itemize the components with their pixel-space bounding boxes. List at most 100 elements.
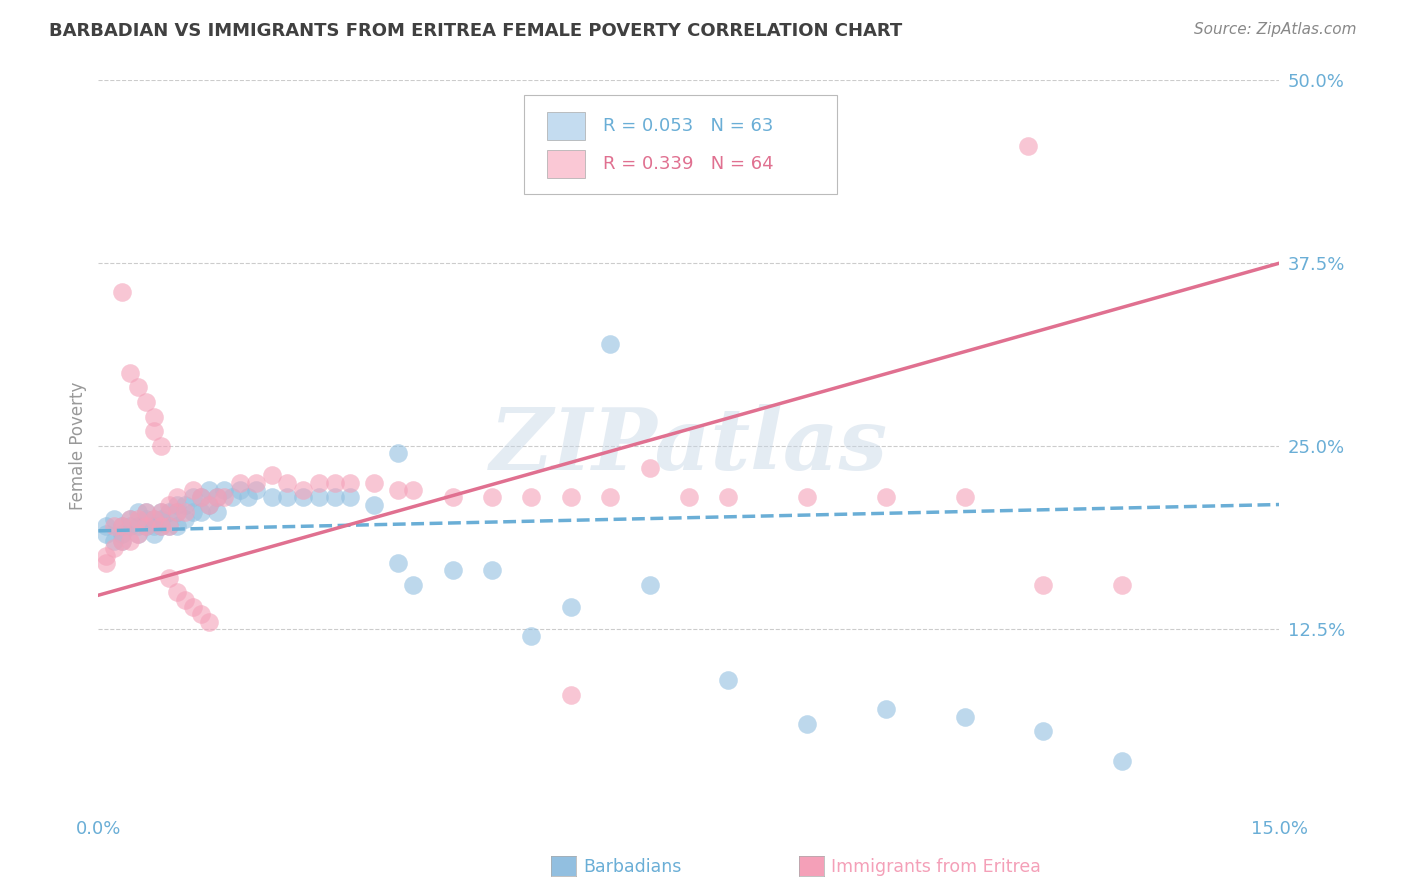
Point bbox=[150, 505, 173, 519]
Point bbox=[127, 526, 149, 541]
Point bbox=[875, 490, 897, 504]
Point bbox=[221, 490, 243, 504]
Point bbox=[260, 468, 283, 483]
Point bbox=[174, 505, 197, 519]
Point bbox=[96, 556, 118, 570]
Point bbox=[229, 475, 252, 490]
Point bbox=[214, 483, 236, 497]
Point bbox=[560, 490, 582, 504]
Point bbox=[150, 519, 173, 533]
Point bbox=[166, 519, 188, 533]
Point bbox=[197, 498, 219, 512]
Point bbox=[796, 490, 818, 504]
Point bbox=[142, 519, 165, 533]
Text: Barbadians: Barbadians bbox=[583, 858, 682, 876]
Point bbox=[118, 512, 141, 526]
Point bbox=[245, 483, 267, 497]
Point bbox=[875, 702, 897, 716]
Point bbox=[166, 505, 188, 519]
Point bbox=[205, 490, 228, 504]
Text: R = 0.053   N = 63: R = 0.053 N = 63 bbox=[603, 117, 773, 135]
Point bbox=[292, 483, 315, 497]
Point bbox=[157, 571, 180, 585]
FancyBboxPatch shape bbox=[547, 150, 585, 178]
Point bbox=[127, 505, 149, 519]
Point bbox=[308, 490, 330, 504]
Point bbox=[387, 483, 409, 497]
Point bbox=[135, 519, 157, 533]
Point bbox=[276, 490, 298, 504]
Point bbox=[717, 673, 740, 687]
Point bbox=[135, 512, 157, 526]
Point bbox=[111, 285, 134, 300]
Point bbox=[118, 366, 141, 380]
Point bbox=[103, 512, 125, 526]
Point bbox=[181, 505, 204, 519]
Point bbox=[402, 578, 425, 592]
Point bbox=[142, 512, 165, 526]
Point bbox=[190, 490, 212, 504]
Text: ZIPatlas: ZIPatlas bbox=[489, 404, 889, 488]
Point bbox=[157, 519, 180, 533]
Point bbox=[638, 578, 661, 592]
Point bbox=[481, 490, 503, 504]
Point bbox=[96, 549, 118, 563]
Text: Source: ZipAtlas.com: Source: ZipAtlas.com bbox=[1194, 22, 1357, 37]
Point bbox=[127, 526, 149, 541]
Point bbox=[236, 490, 259, 504]
Point bbox=[166, 490, 188, 504]
Point bbox=[166, 585, 188, 599]
Point bbox=[599, 336, 621, 351]
Point bbox=[150, 505, 173, 519]
Point bbox=[174, 592, 197, 607]
Point bbox=[953, 490, 976, 504]
Point bbox=[157, 505, 180, 519]
Point bbox=[181, 490, 204, 504]
FancyBboxPatch shape bbox=[547, 112, 585, 139]
FancyBboxPatch shape bbox=[523, 95, 837, 194]
Point bbox=[1032, 578, 1054, 592]
Point bbox=[197, 498, 219, 512]
Point bbox=[96, 519, 118, 533]
Point bbox=[205, 490, 228, 504]
Text: Immigrants from Eritrea: Immigrants from Eritrea bbox=[831, 858, 1040, 876]
Point bbox=[292, 490, 315, 504]
Point bbox=[245, 475, 267, 490]
Point bbox=[441, 563, 464, 577]
Point bbox=[520, 629, 543, 643]
Point bbox=[150, 512, 173, 526]
Point bbox=[339, 475, 361, 490]
Point bbox=[103, 519, 125, 533]
Y-axis label: Female Poverty: Female Poverty bbox=[69, 382, 87, 510]
Point bbox=[150, 519, 173, 533]
Point bbox=[560, 688, 582, 702]
Text: BARBADIAN VS IMMIGRANTS FROM ERITREA FEMALE POVERTY CORRELATION CHART: BARBADIAN VS IMMIGRANTS FROM ERITREA FEM… bbox=[49, 22, 903, 40]
Point bbox=[118, 519, 141, 533]
Point bbox=[214, 490, 236, 504]
Point bbox=[174, 498, 197, 512]
Point bbox=[599, 490, 621, 504]
Point bbox=[441, 490, 464, 504]
Point bbox=[135, 505, 157, 519]
Point bbox=[1111, 578, 1133, 592]
Point bbox=[481, 563, 503, 577]
Point bbox=[135, 519, 157, 533]
Point bbox=[363, 498, 385, 512]
Point bbox=[181, 599, 204, 614]
Point bbox=[166, 498, 188, 512]
Point bbox=[387, 556, 409, 570]
Text: R = 0.339   N = 64: R = 0.339 N = 64 bbox=[603, 154, 773, 173]
Point bbox=[190, 505, 212, 519]
Point bbox=[142, 512, 165, 526]
Point bbox=[127, 512, 149, 526]
Point bbox=[111, 519, 134, 533]
Point bbox=[190, 607, 212, 622]
Point bbox=[142, 425, 165, 439]
Point bbox=[142, 409, 165, 424]
Point bbox=[157, 519, 180, 533]
Point bbox=[96, 526, 118, 541]
Point bbox=[363, 475, 385, 490]
Point bbox=[387, 446, 409, 460]
Point bbox=[308, 475, 330, 490]
Point bbox=[520, 490, 543, 504]
